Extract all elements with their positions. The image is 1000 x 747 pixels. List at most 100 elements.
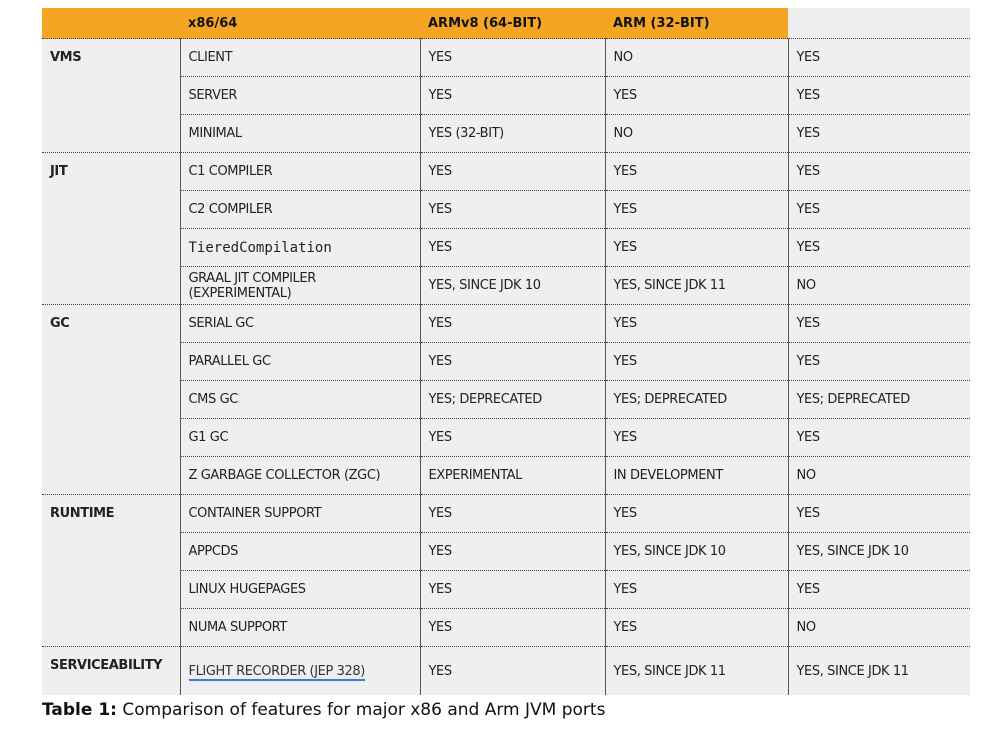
value-cell: YES [787,228,970,267]
value-cell: YES (32-BIT) [419,114,605,153]
group-label: SERVICEABILITY [42,646,180,695]
value-cell: YES [787,342,970,381]
group-label: GC [42,304,180,495]
table: x86/64 ARMv8 (64-BIT) ARM (32-BIT) VMS CLIE… [42,8,970,695]
column-header: ARM (32-BIT) [605,8,788,39]
value-cell: YES [419,646,605,695]
value-cell: YES [787,418,970,457]
value-cell: YES; DEPRECATED [419,380,605,419]
value-cell: NO [787,456,970,495]
table-row: JIT C1 COMPILER YES YES YES [42,152,970,305]
table-row: SERVER YES YES YES [42,76,970,115]
table-wrap: x86/64 ARMv8 (64-BIT) ARM (32-BIT) VMS CLIE… [42,8,970,695]
value-cell: YES [419,532,605,571]
value-cell: YES [604,342,788,381]
value-cell: YES [787,152,970,191]
value-cell: NO [604,38,788,77]
table-row: G1 GC YES YES YES [42,418,970,457]
table-row: PARALLEL GC YES YES YES [42,342,970,381]
value-cell: YES [604,608,788,647]
table-row: VMS CLIENT YES NO YES [42,38,970,153]
value-cell: YES [419,418,605,457]
feature-cell: FLIGHT RECORDER (JEP 328) [179,646,420,695]
value-cell: YES [419,228,605,267]
feature-cell: CONTAINER SUPPORT [179,494,420,533]
value-cell: YES [419,152,605,191]
value-cell: YES [604,76,788,115]
value-cell: YES [419,304,605,343]
feature-cell: NUMA SUPPORT [179,608,420,647]
table-row: MINIMAL YES (32-BIT) NO YES [42,114,970,153]
value-cell: YES [604,304,788,343]
value-cell: YES [604,570,788,609]
caption: Table 1: Comparison of features for majo… [42,700,605,720]
column-header: x86/64 [180,8,420,39]
table-row: SERVICEABILITY FLIGHT RECORDER (JEP 328) Y… [42,646,970,695]
value-cell: YES, SINCE JDK 10 [604,532,788,571]
value-cell: YES [604,152,788,191]
value-cell: YES [604,228,788,267]
value-cell: YES [419,190,605,229]
feature-cell: CMS GC [179,380,420,419]
table-row: GRAAL JIT COMPILER (EXPERIMENTAL) YES, SI… [42,266,970,305]
value-cell: EXPERIMENTAL [419,456,605,495]
feature-cell: TieredCompilation [179,228,420,267]
value-cell: YES [419,38,605,77]
value-cell: YES [787,570,970,609]
value-cell: YES [419,608,605,647]
feature-cell: SERVER [179,76,420,115]
value-cell: YES [419,570,605,609]
table-row: C2 COMPILER YES YES YES [42,190,970,229]
value-cell: YES, SINCE JDK 10 [419,266,605,305]
value-cell: NO [604,114,788,153]
value-cell: YES, SINCE JDK 10 [787,532,970,571]
table-row: RUNTIME CONTAINER SUPPORT YES YES YES [42,494,970,647]
feature-link: FLIGHT RECORDER (JEP 328) [188,663,365,681]
feature-cell: CLIENT [179,38,420,77]
value-cell: YES [787,190,970,229]
value-cell: YES [604,494,788,533]
feature-cell: SERIAL GC [179,304,420,343]
value-cell: YES, SINCE JDK 11 [787,646,970,695]
group-label: VMS [42,38,180,153]
feature-cell: APPCDS [179,532,420,571]
table-body: VMS CLIENT YES NO YES SERVER YES YES YES MINIMAL Y… [42,38,970,695]
table-row: TieredCompilation YES YES YES [42,228,970,267]
value-cell: YES [419,342,605,381]
header-cell [42,8,180,39]
feature-cell: PARALLEL GC [179,342,420,381]
value-cell: YES [787,76,970,115]
feature-cell: LINUX HUGEPAGES [179,570,420,609]
value-cell: YES [419,494,605,533]
feature-cell: GRAAL JIT COMPILER (EXPERIMENTAL) [179,266,420,305]
value-cell: YES [604,418,788,457]
group-label: JIT [42,152,180,305]
table-row: LINUX HUGEPAGES YES YES YES [42,570,970,609]
feature-cell: Z GARBAGE COLLECTOR (ZGC) [179,456,420,495]
caption-label: Table 1: [42,700,117,720]
value-cell: IN DEVELOPMENT [604,456,788,495]
value-cell: YES [419,76,605,115]
value-cell: YES, SINCE JDK 11 [604,646,788,695]
table-row: GC SERIAL GC YES YES YES [42,304,970,495]
value-cell: NO [787,608,970,647]
value-cell: YES [787,114,970,153]
table-row: CMS GC YES; DEPRECATED YES; DEPRECATED YES;… [42,380,970,419]
value-cell: YES [787,38,970,77]
table-row: Z GARBAGE COLLECTOR (ZGC) EXPERIMENTAL IN … [42,456,970,495]
value-cell: NO [787,266,970,305]
feature-cell: C1 COMPILER [179,152,420,191]
caption-text: Comparison of features for major x86 and… [122,700,606,720]
table-row: APPCDS YES YES, SINCE JDK 10 YES, SINCE JDK… [42,532,970,571]
group-label: RUNTIME [42,494,180,647]
header-row: x86/64 ARMv8 (64-BIT) ARM (32-BIT) [42,8,970,39]
value-cell: YES; DEPRECATED [787,380,970,419]
feature-cell: C2 COMPILER [179,190,420,229]
column-header: ARMv8 (64-BIT) [420,8,605,39]
value-cell: YES [787,494,970,533]
value-cell: YES [787,304,970,343]
feature-cell: G1 GC [179,418,420,457]
value-cell: YES [604,190,788,229]
value-cell: YES, SINCE JDK 11 [604,266,788,305]
